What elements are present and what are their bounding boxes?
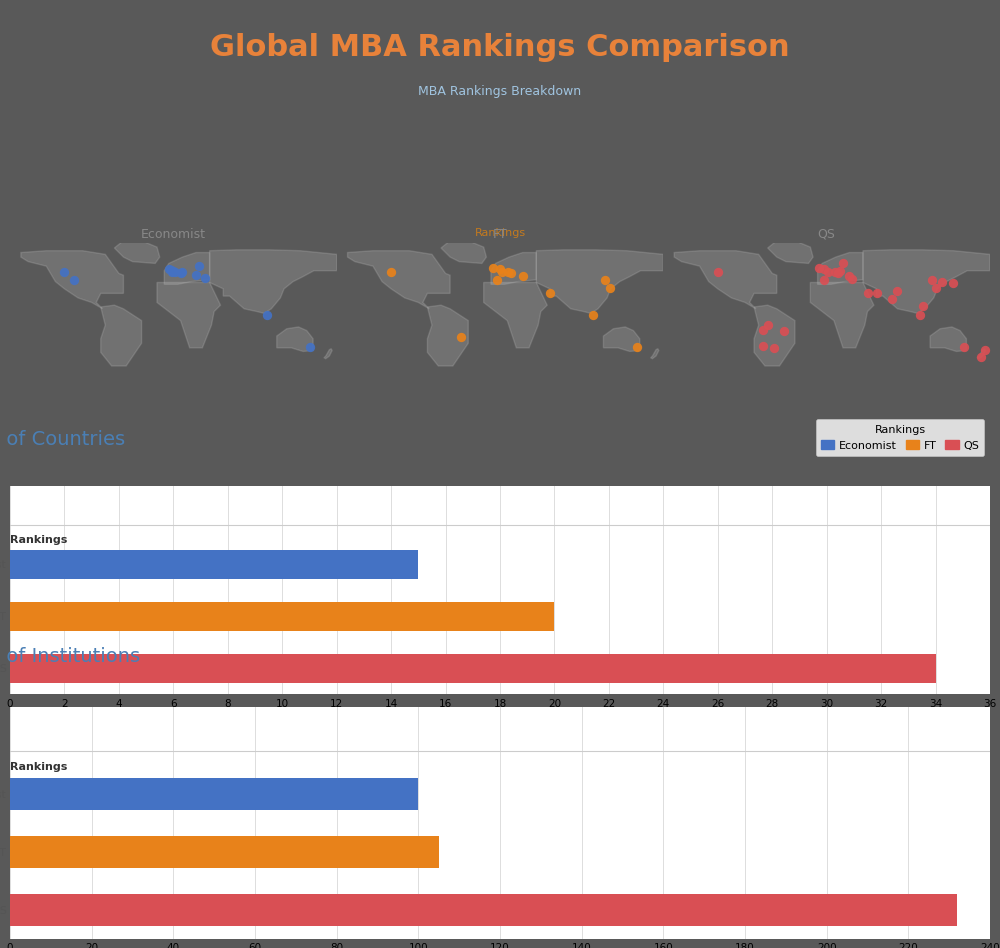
Polygon shape	[536, 250, 663, 314]
Point	[956, 339, 972, 355]
Polygon shape	[324, 349, 332, 358]
Point	[542, 285, 558, 301]
Point	[191, 259, 207, 274]
Point	[383, 264, 399, 280]
Point	[760, 318, 776, 333]
Point	[167, 264, 183, 280]
Point	[924, 272, 940, 287]
Point	[197, 270, 213, 285]
Text: Rankings: Rankings	[10, 762, 67, 772]
Title: FT: FT	[493, 228, 507, 241]
Point	[174, 264, 190, 280]
Polygon shape	[491, 252, 536, 284]
Text: Global MBA Rankings Comparison: Global MBA Rankings Comparison	[210, 33, 790, 63]
Polygon shape	[277, 327, 313, 352]
Point	[889, 283, 905, 299]
Polygon shape	[348, 250, 450, 309]
Point	[163, 263, 179, 278]
Point	[259, 307, 275, 322]
Point	[492, 262, 508, 277]
Point	[755, 338, 771, 354]
Point	[489, 272, 505, 287]
Polygon shape	[484, 283, 547, 348]
Point	[945, 276, 961, 291]
Point	[827, 264, 843, 280]
Point	[755, 322, 771, 337]
Point	[776, 323, 792, 338]
Polygon shape	[674, 250, 777, 309]
Point	[585, 307, 601, 322]
Polygon shape	[810, 283, 874, 348]
Polygon shape	[818, 252, 863, 284]
Polygon shape	[164, 252, 210, 284]
Bar	[10, 836, 439, 867]
Polygon shape	[651, 349, 659, 358]
Polygon shape	[427, 305, 468, 366]
Point	[597, 272, 613, 287]
Point	[165, 264, 181, 279]
Polygon shape	[768, 241, 813, 264]
Bar	[10, 550, 418, 578]
Point	[56, 264, 72, 280]
Point	[973, 349, 989, 364]
Bar	[10, 778, 418, 810]
Point	[766, 340, 782, 356]
Point	[503, 265, 519, 281]
Text: Rankings: Rankings	[10, 535, 67, 545]
Point	[841, 268, 857, 283]
Point	[161, 262, 177, 277]
Polygon shape	[754, 305, 795, 366]
Point	[173, 265, 189, 281]
Polygon shape	[101, 305, 142, 366]
Point	[811, 261, 827, 276]
Point	[164, 264, 180, 280]
Polygon shape	[603, 327, 640, 352]
Point	[629, 339, 645, 355]
Text: Number of Institutions: Number of Institutions	[0, 647, 140, 665]
Point	[710, 264, 726, 280]
Point	[302, 339, 318, 355]
Point	[835, 255, 851, 270]
Polygon shape	[863, 250, 990, 314]
Point	[820, 264, 836, 280]
Point	[869, 285, 885, 301]
Text: Number of Countries: Number of Countries	[0, 430, 125, 449]
Point	[832, 264, 848, 279]
Bar	[10, 894, 957, 925]
Point	[860, 285, 876, 301]
Point	[602, 281, 618, 296]
Polygon shape	[114, 241, 160, 264]
Point	[915, 299, 931, 314]
Point	[515, 268, 531, 283]
Text: Rankings: Rankings	[474, 228, 526, 238]
Point	[494, 264, 510, 280]
Bar	[10, 654, 936, 683]
Point	[884, 291, 900, 306]
Point	[844, 271, 860, 286]
Title: QS: QS	[818, 228, 836, 241]
Polygon shape	[977, 349, 985, 358]
Point	[816, 262, 832, 277]
Polygon shape	[157, 283, 221, 348]
Polygon shape	[21, 250, 123, 309]
Point	[485, 261, 501, 276]
Legend: Economist, FT, QS: Economist, FT, QS	[816, 419, 984, 456]
Polygon shape	[441, 241, 486, 264]
Polygon shape	[210, 250, 337, 314]
Polygon shape	[930, 327, 966, 352]
Point	[66, 272, 82, 287]
Point	[977, 342, 993, 357]
Point	[912, 307, 928, 322]
Point	[188, 267, 204, 283]
Point	[816, 272, 832, 287]
Point	[453, 329, 469, 344]
Bar	[10, 602, 554, 630]
Title: Economist: Economist	[141, 228, 206, 241]
Text: MBA Rankings Breakdown: MBA Rankings Breakdown	[418, 84, 582, 98]
Point	[500, 264, 516, 280]
Point	[934, 275, 950, 290]
Point	[928, 281, 944, 296]
Point	[830, 265, 846, 281]
